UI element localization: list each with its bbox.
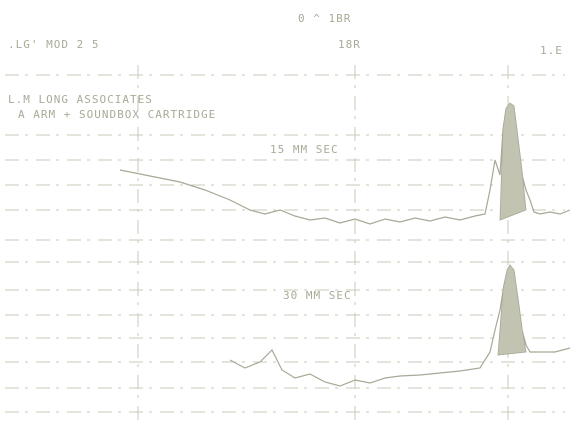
upper-trace-label: 15 MM SEC: [270, 143, 339, 156]
subject-label: A ARM + SOUNDBOX CARTRIDGE: [18, 108, 216, 121]
setting-label: .LG' MOD 2 5: [8, 38, 99, 51]
corner-label: 1.E: [540, 44, 563, 57]
lower-peak: [497, 264, 527, 356]
level-label: 0 ^ 1BR: [298, 12, 351, 25]
grid: [5, 65, 565, 420]
lower-trace-label: 30 MM SEC: [283, 289, 352, 302]
company-label: L.M LONG ASSOCIATES: [8, 93, 153, 106]
upper-trace: [119, 103, 571, 225]
reference-label: 18R: [338, 38, 361, 51]
upper-peak: [499, 102, 527, 221]
